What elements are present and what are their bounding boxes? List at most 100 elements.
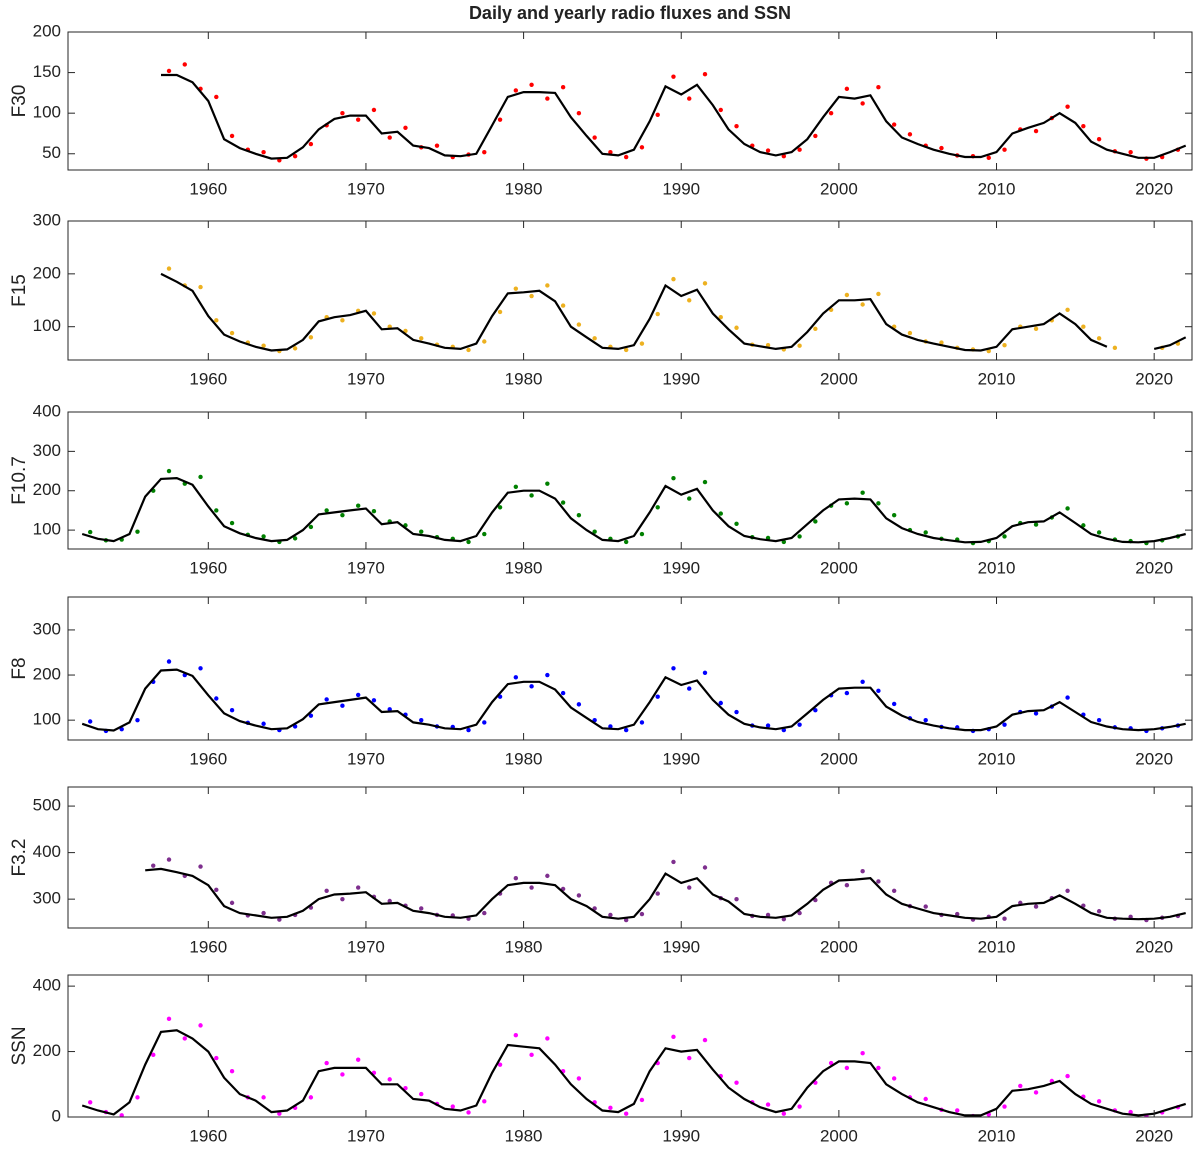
x-tick-label: 2020 <box>1135 179 1173 198</box>
x-tick-label: 1980 <box>505 558 543 577</box>
daily-point <box>623 1111 629 1116</box>
daily-point <box>844 1065 850 1071</box>
x-tick-label: 1960 <box>189 937 227 956</box>
daily-point <box>608 149 613 155</box>
daily-point <box>639 145 645 150</box>
plot-area <box>161 62 1192 163</box>
daily-point <box>765 912 771 918</box>
daily-point <box>718 511 723 516</box>
daily-point <box>387 898 392 904</box>
daily-point <box>687 96 692 101</box>
x-tick-label: 1990 <box>662 558 700 577</box>
daily-point <box>182 62 187 67</box>
daily-point <box>497 117 503 122</box>
daily-point <box>340 896 345 902</box>
y-tick-label: 150 <box>33 62 61 81</box>
daily-point <box>560 303 566 308</box>
daily-point <box>1065 506 1070 511</box>
daily-point <box>1096 1099 1102 1104</box>
daily-point <box>923 1096 928 1102</box>
x-tick-label: 2000 <box>820 369 858 388</box>
daily-point <box>923 530 928 535</box>
daily-point <box>182 1036 187 1041</box>
daily-point <box>907 132 913 137</box>
daily-point <box>702 865 708 870</box>
daily-point <box>119 1113 124 1117</box>
daily-point <box>576 702 582 707</box>
yearly-line <box>81 476 1186 544</box>
daily-point <box>1081 123 1086 129</box>
daily-point <box>734 1080 739 1085</box>
daily-point <box>466 1110 471 1115</box>
daily-point <box>891 701 897 707</box>
daily-point <box>781 154 787 159</box>
daily-point <box>1033 1090 1039 1095</box>
daily-point <box>955 911 960 917</box>
daily-point <box>734 896 739 902</box>
daily-point <box>261 534 266 539</box>
y-tick-label: 200 <box>33 21 61 40</box>
daily-point <box>387 1077 392 1082</box>
daily-point <box>765 723 771 728</box>
daily-point <box>1065 104 1070 109</box>
daily-point <box>765 343 771 348</box>
daily-point <box>687 298 692 303</box>
x-tick-label: 1990 <box>662 369 700 388</box>
axes-box <box>67 596 1193 741</box>
daily-point <box>198 1023 203 1028</box>
y-tick-label: 400 <box>33 401 61 420</box>
daily-point <box>986 155 991 161</box>
daily-point <box>340 703 345 708</box>
daily-point <box>513 286 519 291</box>
daily-point <box>529 885 534 890</box>
daily-point <box>1096 336 1102 341</box>
daily-point <box>214 887 219 893</box>
daily-point <box>513 675 519 680</box>
daily-point <box>813 133 818 139</box>
daily-point <box>340 110 345 116</box>
daily-point <box>576 893 582 898</box>
daily-point <box>608 912 613 918</box>
axes-box <box>67 786 1193 929</box>
daily-point <box>308 524 314 530</box>
x-tick-label: 2020 <box>1135 558 1173 577</box>
daily-point <box>308 141 314 147</box>
daily-point <box>324 508 329 513</box>
daily-point <box>576 1076 582 1081</box>
daily-point <box>1096 530 1102 535</box>
daily-point <box>1033 522 1039 527</box>
daily-point <box>876 291 881 297</box>
daily-point <box>229 1068 235 1074</box>
daily-point <box>419 717 424 723</box>
x-tick-label: 1990 <box>662 749 700 768</box>
daily-point <box>261 910 266 916</box>
daily-point <box>1033 326 1039 332</box>
x-tick-label: 1970 <box>347 369 385 388</box>
daily-point <box>592 135 597 140</box>
daily-point <box>135 1095 140 1100</box>
daily-point <box>355 1057 361 1062</box>
daily-point <box>292 154 298 159</box>
daily-point <box>1065 1073 1070 1079</box>
daily-point <box>576 322 582 327</box>
daily-point <box>545 481 550 486</box>
daily-point <box>1128 149 1133 155</box>
daily-point <box>292 536 298 541</box>
daily-point <box>466 347 471 353</box>
daily-point <box>608 1105 613 1111</box>
x-tick-label: 1980 <box>505 369 543 388</box>
y-tick-label: 300 <box>33 889 61 908</box>
daily-point <box>1081 523 1086 528</box>
daily-point <box>702 479 708 485</box>
daily-point <box>229 900 235 906</box>
daily-point <box>781 1111 787 1116</box>
daily-point <box>482 720 487 725</box>
daily-point <box>828 110 834 116</box>
daily-point <box>560 690 566 696</box>
daily-point <box>718 107 723 113</box>
daily-point <box>198 474 203 480</box>
x-tick-label: 2000 <box>820 1126 858 1145</box>
daily-point <box>844 86 850 92</box>
daily-point <box>151 863 156 868</box>
